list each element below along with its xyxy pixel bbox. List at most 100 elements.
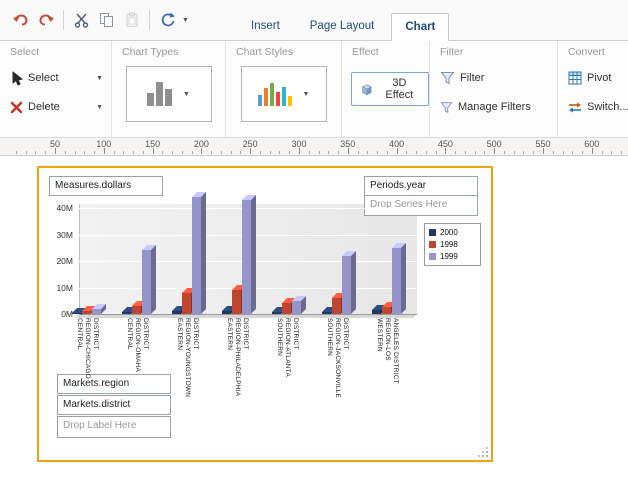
chevron-down-icon[interactable]: ▼ [183, 90, 190, 98]
copy-button[interactable] [94, 7, 119, 33]
ruler-tick [435, 151, 437, 154]
x-axis-category-label: EASTERN REGION-YOUNGSTOWN DISTRICT [175, 318, 199, 440]
chevron-down-icon[interactable]: ▼ [302, 90, 310, 98]
x-axis-category-label: SOUTHERN REGION-JACKSONVILLE DISTRICT [325, 318, 349, 440]
x-axis-label-text: DISTRICT [342, 318, 349, 350]
chart-canvas-object[interactable]: Measures.dollars Periods.year Drop Serie… [37, 166, 493, 462]
3d-effect-label: 3D Effect [385, 77, 414, 101]
y-axis-tick-label: 40M [56, 203, 73, 213]
x-axis-label-line: DISTRICT [141, 318, 149, 440]
x-axis-label-line: REGION-OMAHA [133, 318, 141, 440]
bar[interactable] [342, 255, 351, 314]
x-axis-label-text: ANGELES DISTRICT [392, 318, 399, 384]
ruler-label: 250 [242, 139, 258, 149]
ruler-tick [513, 151, 515, 154]
x-axis-label-text: SOUTHERN [326, 318, 333, 357]
pivot-button[interactable]: Pivot [568, 66, 628, 90]
refresh-dropdown-chevron-icon[interactable]: ▼ [182, 16, 189, 24]
bar[interactable] [292, 300, 301, 314]
x-axis-label-line: DISTRICT [341, 318, 349, 440]
bar[interactable] [332, 298, 341, 314]
chart-legend[interactable]: 2000 1998 1999 [424, 223, 481, 266]
legend-item[interactable]: 1999 [429, 252, 476, 261]
ruler-label: 550 [535, 139, 551, 149]
tab-chart[interactable]: Chart [391, 13, 450, 41]
legend-label: 2000 [440, 228, 458, 237]
measures-chip[interactable]: Measures.dollars [49, 176, 163, 196]
refresh-button[interactable] [155, 7, 180, 33]
bar[interactable] [132, 306, 141, 314]
bar[interactable] [172, 311, 181, 314]
ruler-tick [133, 151, 135, 154]
bar[interactable] [142, 250, 151, 314]
bar[interactable] [322, 311, 331, 314]
cut-button[interactable] [69, 7, 94, 33]
legend-swatch [429, 241, 436, 248]
chevron-down-icon[interactable]: ▼ [96, 103, 103, 111]
ruler-tick [162, 151, 164, 154]
chart-styles-gallery-button[interactable]: ▼ [240, 66, 327, 122]
filter-button[interactable]: Filter [440, 66, 549, 90]
bar[interactable] [222, 311, 231, 314]
resize-grip[interactable] [477, 446, 489, 458]
x-axis-label-line: DISTRICT [241, 318, 249, 440]
markets-district-chip[interactable]: Markets.district [57, 395, 171, 415]
tab-insert[interactable]: Insert [251, 20, 280, 32]
design-canvas[interactable]: Measures.dollars Periods.year Drop Serie… [0, 156, 628, 498]
delete-button[interactable]: Delete ▼ [10, 95, 103, 119]
ribbon-group-chart-styles: Chart Styles ▼ [226, 41, 342, 137]
drop-series-zone[interactable]: Drop Series Here [364, 195, 478, 216]
x-axis-category-label: WESTERN REGION-LOS ANGELES DISTRICT [375, 318, 399, 440]
bar[interactable] [72, 312, 81, 314]
chart-types-gallery-button[interactable]: ▼ [125, 66, 212, 122]
ruler-tick [377, 151, 379, 154]
ruler-tick [396, 148, 398, 154]
undo-button[interactable] [8, 7, 33, 33]
manage-filters-button[interactable]: Manage Filters [440, 95, 549, 119]
redo-button[interactable] [33, 7, 58, 33]
select-button[interactable]: Select ▼ [10, 66, 103, 90]
bar[interactable] [382, 307, 391, 314]
ruler-tick [45, 151, 47, 154]
bar[interactable] [372, 310, 381, 314]
ribbon: Select Select ▼ Delete ▼ Chart Types ▼ C… [0, 41, 628, 138]
bar[interactable] [82, 310, 91, 314]
ruler-tick [84, 151, 86, 154]
x-axis-label-line: CENTRAL [75, 318, 83, 440]
ruler-tick [582, 151, 584, 154]
drop-label-zone[interactable]: Drop Label Here [57, 416, 171, 438]
ruler-tick [474, 151, 476, 154]
scissors-icon [74, 13, 89, 28]
horizontal-ruler: 50 100 150 200 250 300 350 400 450 500 550 600 [0, 138, 628, 156]
x-axis-label-text: DISTRICT [192, 318, 199, 350]
funnel-icon [440, 101, 453, 113]
bar[interactable] [122, 311, 131, 314]
markets-region-chip[interactable]: Markets.region [57, 374, 171, 394]
ribbon-group-chart-types: Chart Types ▼ [112, 41, 226, 137]
switch-button[interactable]: Switch... [568, 95, 628, 119]
bar[interactable] [392, 247, 401, 314]
ribbon-tabs: Insert Page Layout Chart [238, 13, 450, 41]
legend-item[interactable]: 2000 [429, 228, 476, 237]
ruler-tick [113, 151, 115, 154]
bar[interactable] [182, 292, 191, 314]
bar[interactable] [192, 197, 201, 314]
periods-chip[interactable]: Periods.year [364, 176, 478, 196]
ruler-label: 150 [145, 139, 161, 149]
legend-item[interactable]: 1998 [429, 240, 476, 249]
y-axis-tick-label: 20M [56, 256, 73, 266]
3d-effect-button[interactable]: 3D Effect [351, 72, 429, 106]
bar[interactable] [232, 290, 241, 314]
bar[interactable] [272, 312, 281, 314]
quick-access-toolbar: ▼ [8, 7, 189, 33]
bar[interactable] [282, 303, 291, 314]
bar[interactable] [242, 200, 251, 314]
ruler-tick [250, 148, 252, 154]
tab-page-layout[interactable]: Page Layout [309, 20, 375, 32]
chevron-down-icon[interactable]: ▼ [96, 74, 103, 82]
ruler-tick [152, 148, 154, 154]
ruler-tick [191, 151, 193, 154]
ruler-tick [425, 151, 427, 154]
x-axis-label-text: REGION-ATLANTA [284, 318, 291, 377]
bar[interactable] [92, 309, 101, 314]
